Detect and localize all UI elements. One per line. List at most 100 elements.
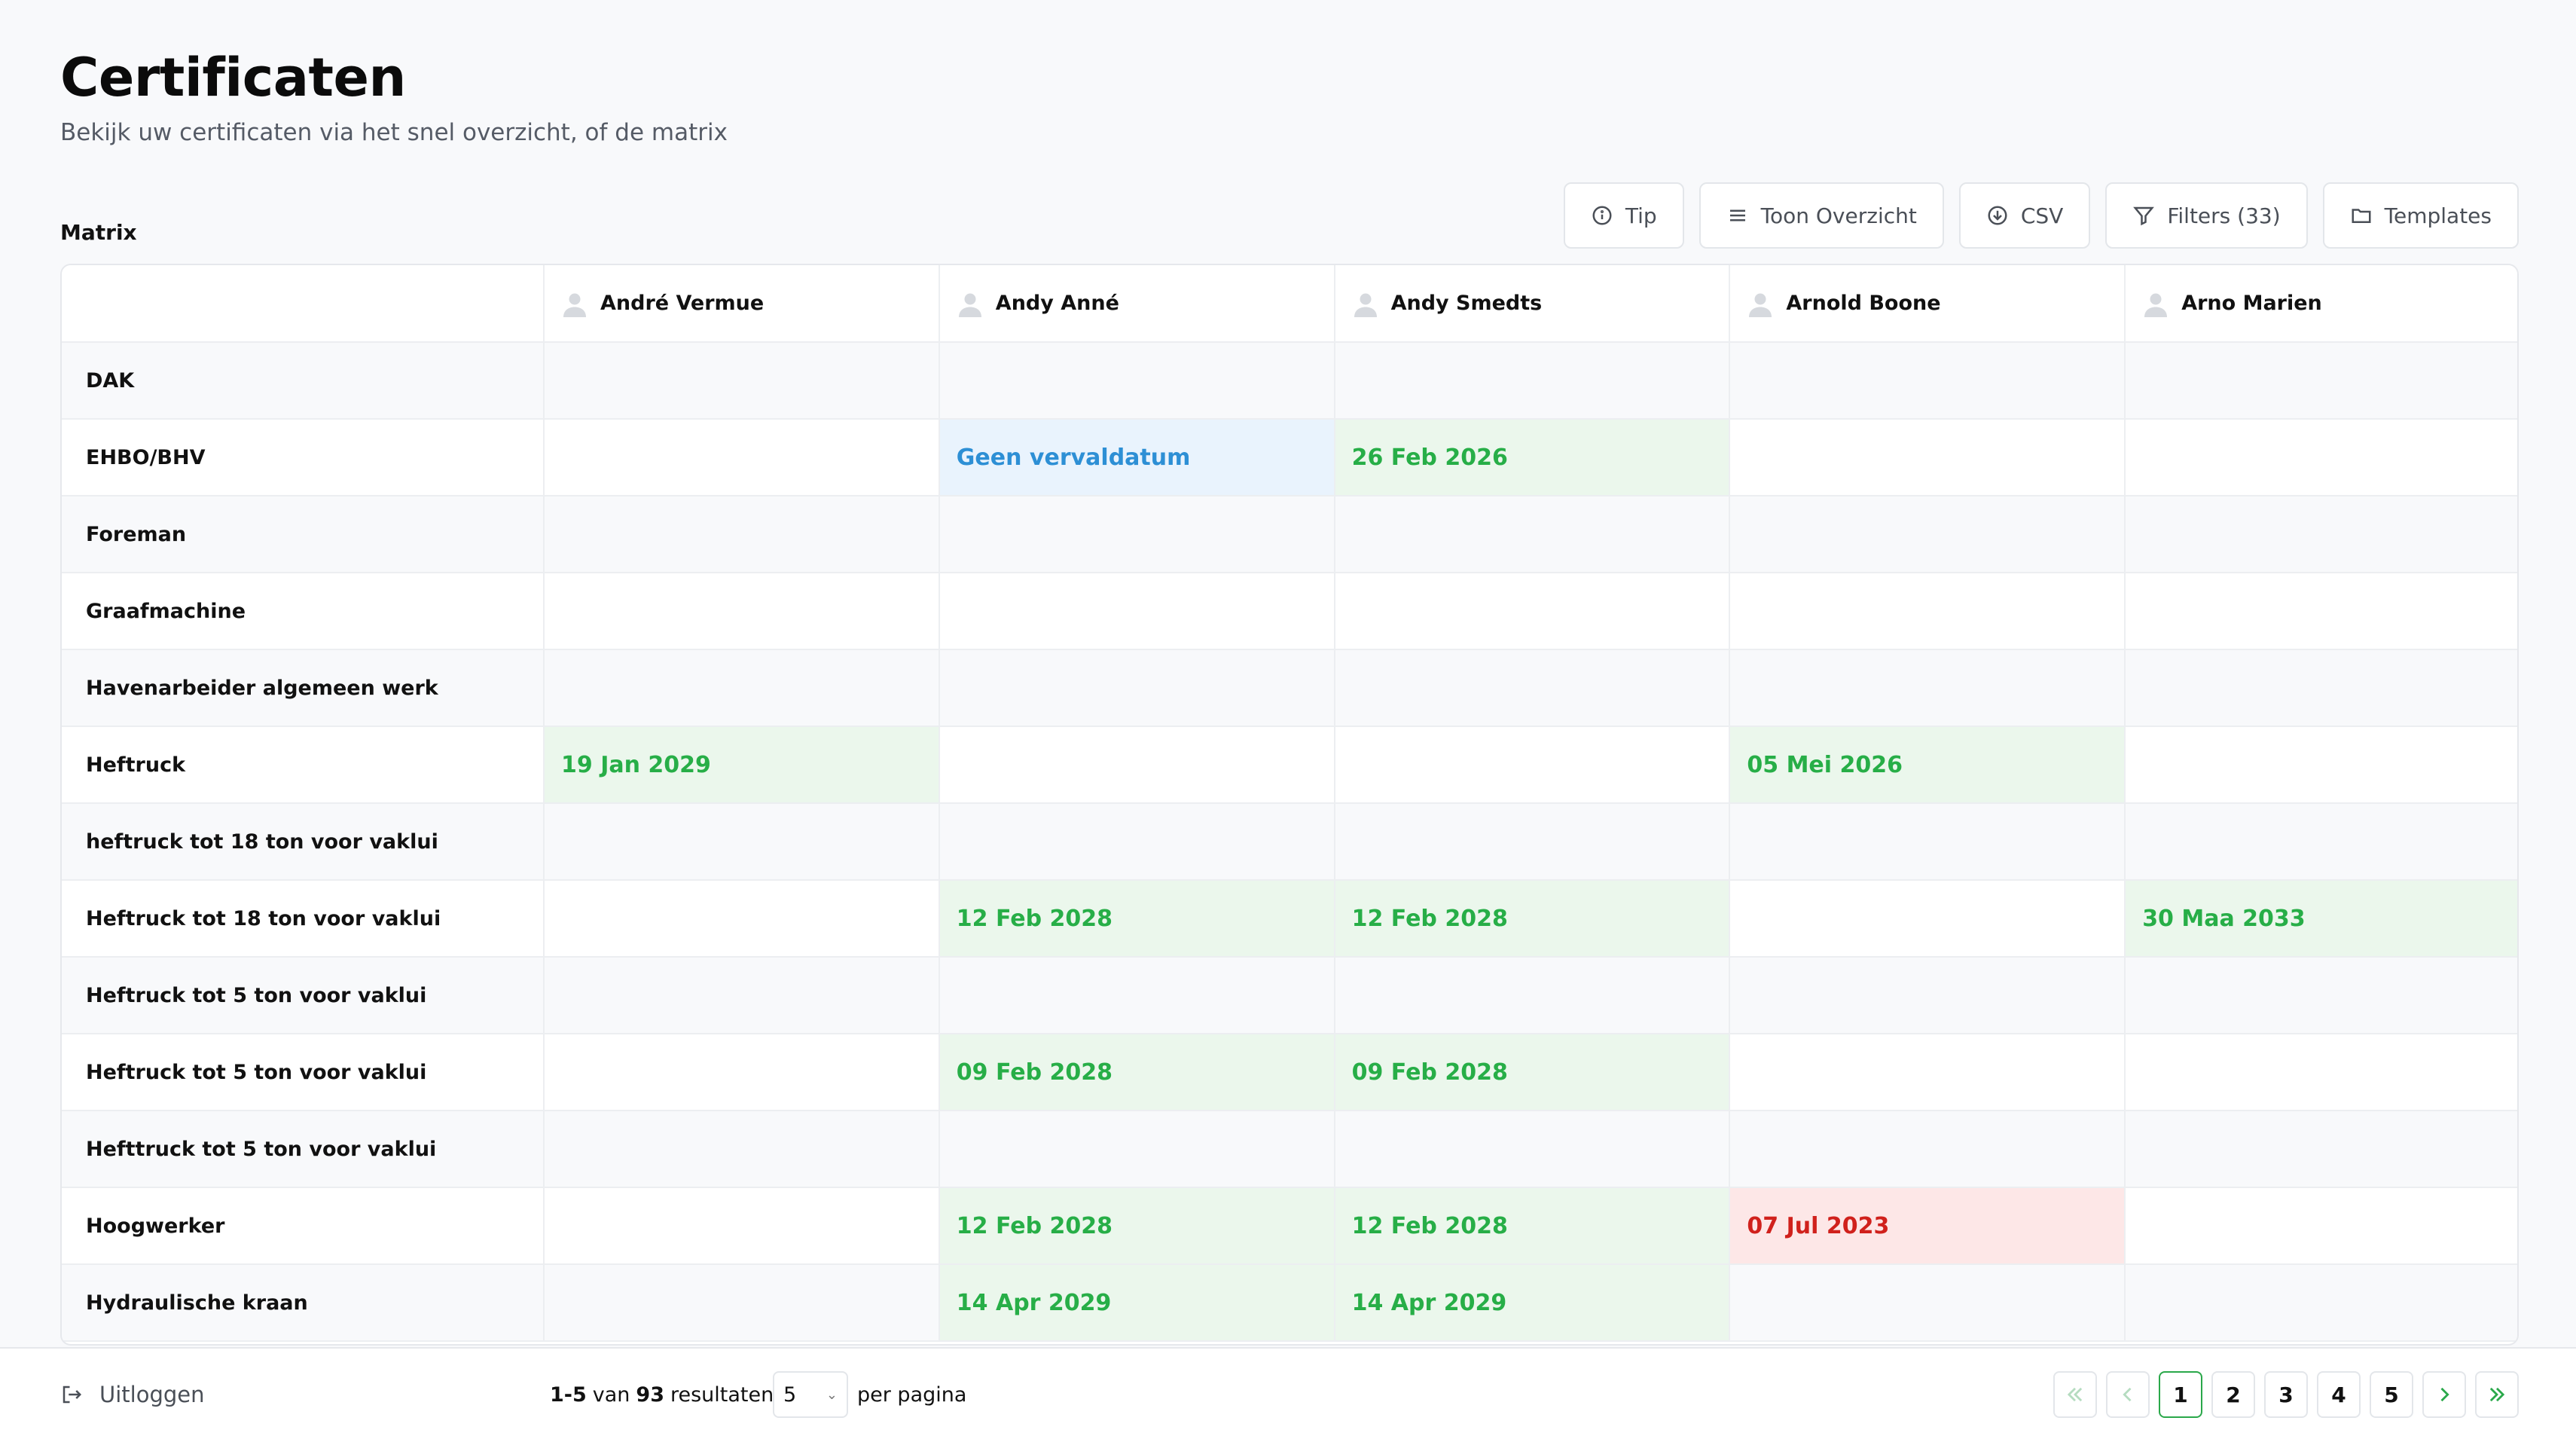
certificate-name: Graafmachine [62,573,545,650]
certificate-cell[interactable] [939,342,1335,420]
certificate-cell[interactable] [544,649,940,727]
next-page-button[interactable] [2422,1371,2466,1418]
double-chevron-left-icon [2067,1387,2083,1402]
per-page-select[interactable]: 5 ⌄ [773,1371,848,1418]
certificate-cell[interactable] [544,573,940,650]
person-header[interactable]: Arno Marien [2125,265,2517,343]
certificate-cell[interactable] [2125,1111,2517,1188]
certificate-cell[interactable] [2125,957,2517,1034]
certificate-name: Hoogwerker [62,1187,545,1265]
certificate-cell[interactable] [1729,1111,2126,1188]
certificate-cell[interactable] [1729,342,2126,420]
certificate-cell[interactable] [1334,573,1731,650]
certificate-cell[interactable]: 14 Apr 2029 [1334,1264,1731,1342]
certificate-cell[interactable] [544,1034,940,1111]
certificate-cell[interactable] [2125,419,2517,496]
page-button[interactable]: 3 [2264,1371,2308,1418]
certificate-cell[interactable] [544,1187,940,1265]
page-button[interactable]: 4 [2317,1371,2361,1418]
certificate-cell[interactable] [1334,1111,1731,1188]
person-name: André Vermue [600,292,765,315]
certificate-cell[interactable] [1334,342,1731,420]
person-name: Arno Marien [2181,292,2322,315]
avatar-icon [1354,293,1377,317]
certificate-cell[interactable] [2125,1034,2517,1111]
certificate-cell[interactable] [1729,1034,2126,1111]
certificate-cell[interactable] [939,803,1335,881]
certificate-cell[interactable] [939,1111,1335,1188]
certificate-cell[interactable]: 05 Mei 2026 [1729,726,2126,804]
certificate-cell[interactable] [2125,573,2517,650]
download-icon [1988,206,2007,225]
page-button[interactable]: 5 [2370,1371,2413,1418]
certificate-cell[interactable] [1729,803,2126,881]
certificate-cell[interactable]: 09 Feb 2028 [1334,1034,1731,1111]
certificate-cell[interactable] [2125,803,2517,881]
certificate-cell[interactable] [939,573,1335,650]
certificate-cell[interactable] [939,957,1335,1034]
filters-button[interactable]: Filters (33) [2105,182,2308,249]
person-header[interactable]: André Vermue [544,265,940,343]
certificate-cell[interactable] [2125,649,2517,727]
page-button[interactable]: 1 [2159,1371,2202,1418]
certificate-cell[interactable] [544,1111,940,1188]
certificate-cell[interactable] [2125,496,2517,573]
certificate-cell[interactable] [939,726,1335,804]
certificate-cell[interactable]: 19 Jan 2029 [544,726,940,804]
certificate-cell[interactable] [1729,496,2126,573]
certificate-cell[interactable] [544,957,940,1034]
certificate-cell[interactable] [2125,1264,2517,1342]
certificate-cell[interactable] [1729,419,2126,496]
person-header[interactable]: Andy Smedts [1334,265,1731,343]
certificate-cell[interactable] [544,419,940,496]
templates-button[interactable]: Templates [2322,182,2519,249]
avatar-icon [2144,293,2168,317]
matrix-row: Graafmachine [62,573,2517,650]
person-header[interactable]: Andy Anné [939,265,1335,343]
filters-button-label: Filters (33) [2167,203,2281,228]
person-header[interactable]: Arnold Boone [1729,265,2126,343]
certificate-cell[interactable]: 12 Feb 2028 [1334,1187,1731,1265]
certificate-cell[interactable]: 26 Feb 2026 [1334,419,1731,496]
certificate-cell[interactable] [1729,957,2126,1034]
toon-overzicht-button[interactable]: Toon Overzicht [1699,182,1944,249]
logout-button[interactable]: Uitloggen [60,1349,205,1439]
certificate-cell[interactable] [544,496,940,573]
matrix-row: Heftruck 19 Jan 2029 05 Mei 2026 [62,726,2517,804]
certificate-cell[interactable] [939,649,1335,727]
certificate-cell[interactable] [2125,726,2517,804]
certificate-cell[interactable] [2125,342,2517,420]
page-button[interactable]: 2 [2211,1371,2255,1418]
certificate-cell[interactable] [1729,573,2126,650]
certificate-cell[interactable]: 12 Feb 2028 [939,1187,1335,1265]
certificate-cell[interactable] [1729,1264,2126,1342]
csv-button[interactable]: CSV [1958,182,2091,249]
certificate-cell[interactable] [2125,1187,2517,1265]
certificate-cell[interactable]: 12 Feb 2028 [1334,880,1731,958]
certificate-cell[interactable] [1334,803,1731,881]
certificate-cell[interactable]: 12 Feb 2028 [939,880,1335,958]
certificate-cell[interactable] [1729,880,2126,958]
certificate-cell[interactable]: Geen vervaldatum [939,419,1335,496]
certificate-cell[interactable] [1334,649,1731,727]
chevron-left-icon [2123,1387,2132,1402]
matrix-row: Havenarbeider algemeen werk [62,649,2517,727]
certificate-cell[interactable] [1729,649,2126,727]
certificate-cell[interactable]: 30 Maa 2033 [2125,880,2517,958]
certificate-cell[interactable] [544,803,940,881]
first-page-button[interactable] [2053,1371,2097,1418]
certificate-cell[interactable] [544,880,940,958]
certificate-cell[interactable]: 09 Feb 2028 [939,1034,1335,1111]
certificate-cell[interactable] [544,1264,940,1342]
tip-button[interactable]: Tip [1563,182,1684,249]
certificate-cell[interactable] [1334,496,1731,573]
certificate-cell[interactable] [1334,957,1731,1034]
certificate-name: DAK [62,342,545,420]
certificate-cell[interactable]: 07 Jul 2023 [1729,1187,2126,1265]
certificate-cell[interactable] [1334,726,1731,804]
last-page-button[interactable] [2475,1371,2519,1418]
certificate-cell[interactable] [939,496,1335,573]
certificate-cell[interactable] [544,342,940,420]
prev-page-button[interactable] [2106,1371,2150,1418]
certificate-cell[interactable]: 14 Apr 2029 [939,1264,1335,1342]
